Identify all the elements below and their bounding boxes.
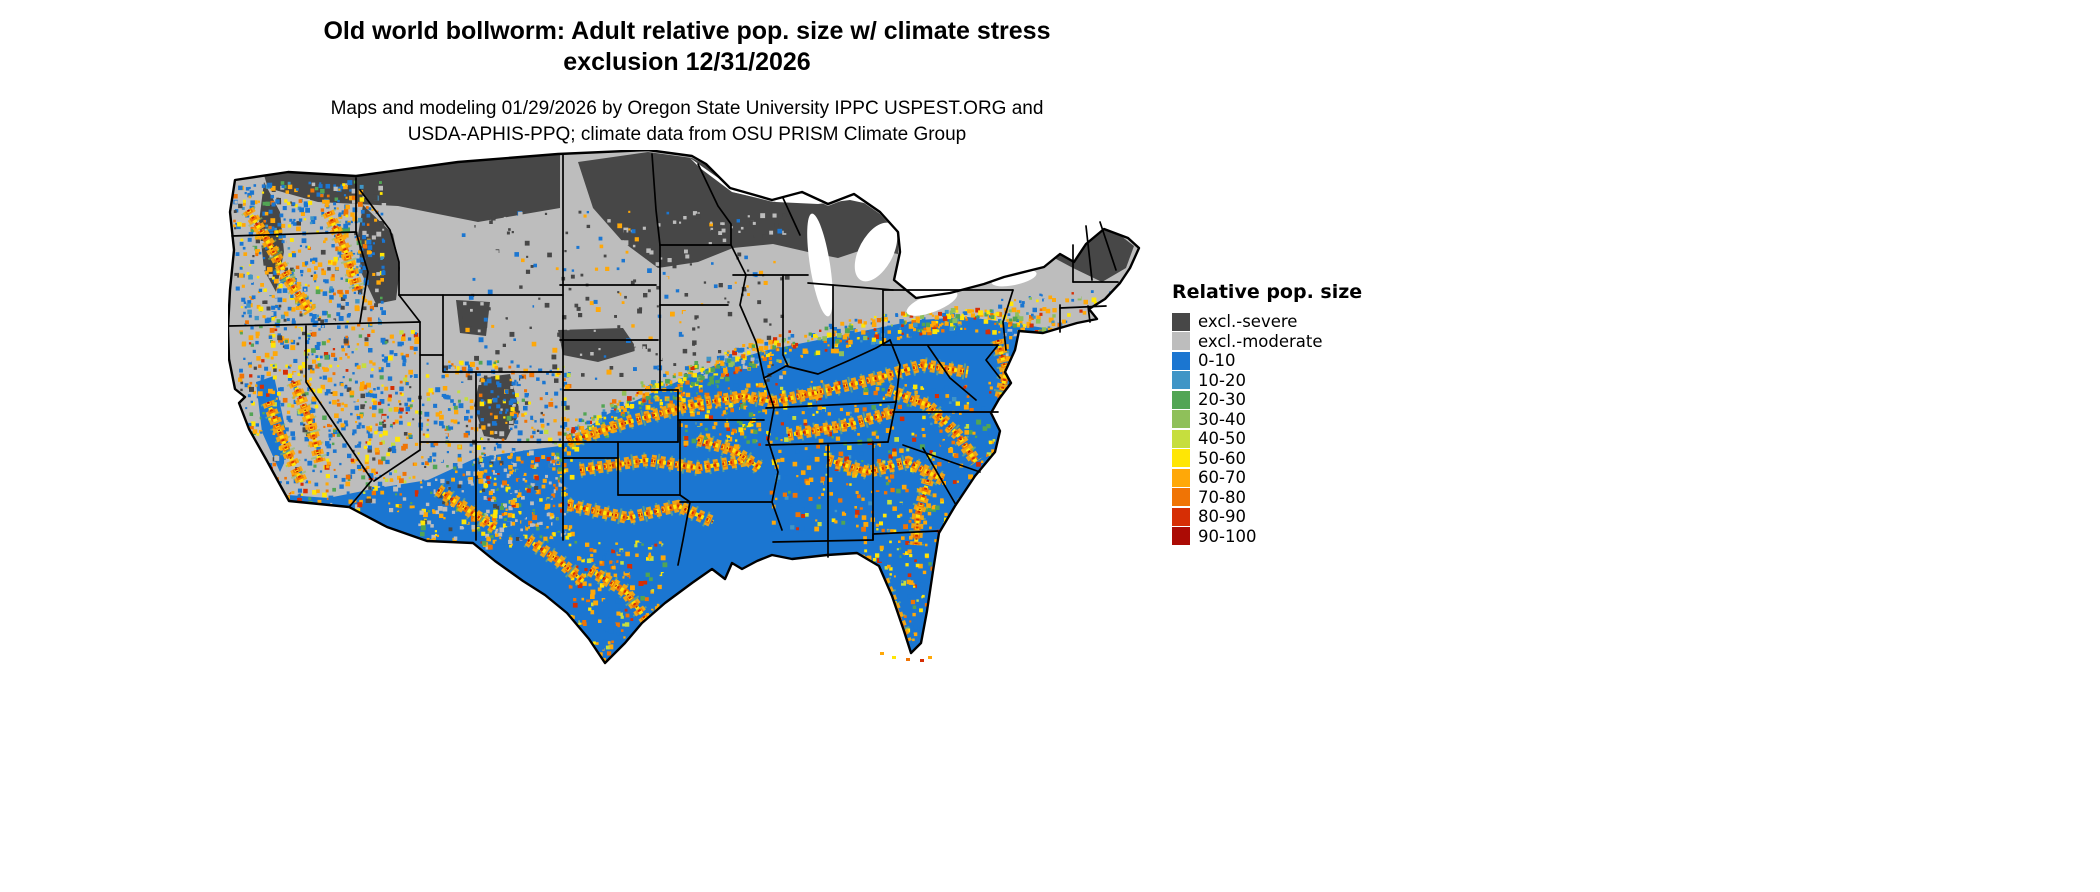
legend-item-label: 30-40 (1198, 409, 1246, 429)
legend-item-label: 10-20 (1198, 370, 1246, 390)
legend-panel: Relative pop. size excl.-severe excl.-mo… (1172, 281, 1362, 546)
legend-item-label: excl.-severe (1198, 312, 1298, 332)
us-map-svg (228, 150, 1141, 665)
map-title: Old world bollworm: Adult relative pop. … (0, 16, 1374, 78)
legend-items: excl.-severe excl.-moderate 0-10 10-20 2… (1172, 312, 1362, 546)
legend-item: 0-10 (1172, 351, 1362, 371)
map-subtitle: Maps and modeling 01/29/2026 by Oregon S… (0, 96, 1374, 148)
risk-streak-bands (241, 205, 1015, 645)
legend-item-label: 70-80 (1198, 487, 1246, 507)
legend-item-label: 80-90 (1198, 507, 1246, 527)
legend-swatch (1172, 527, 1190, 546)
legend-item: 10-20 (1172, 371, 1362, 391)
title-line-2: exclusion 12/31/2026 (563, 48, 811, 76)
legend-item-label: excl.-moderate (1198, 331, 1323, 351)
legend-item: 50-60 (1172, 449, 1362, 469)
legend-item: 60-70 (1172, 468, 1362, 488)
legend-swatch (1172, 351, 1190, 370)
legend-item: 40-50 (1172, 429, 1362, 449)
subtitle-line-1: Maps and modeling 01/29/2026 by Oregon S… (330, 98, 1044, 119)
state-borders (228, 153, 1119, 566)
legend-item-label: 90-100 (1198, 526, 1257, 546)
legend-item: 30-40 (1172, 410, 1362, 430)
legend-item-label: 40-50 (1198, 429, 1246, 449)
great-lakes (690, 158, 1037, 317)
legend-title: Relative pop. size (1172, 281, 1363, 303)
subtitle-line-2: USDA-APHIS-PPQ; climate data from OSU PR… (407, 124, 967, 145)
legend-swatch (1172, 488, 1190, 507)
legend-swatch (1172, 390, 1190, 409)
legend-item-label: 20-30 (1198, 390, 1246, 410)
legend-item: 70-80 (1172, 488, 1362, 508)
legend-item: 80-90 (1172, 507, 1362, 527)
legend-swatch (1172, 312, 1190, 331)
legend-swatch (1172, 410, 1190, 429)
legend-swatch (1172, 507, 1190, 526)
legend-swatch (1172, 332, 1190, 351)
title-line-1: Old world bollworm: Adult relative pop. … (323, 17, 1051, 45)
legend-item-label: 50-60 (1198, 448, 1246, 468)
legend-swatch (1172, 449, 1190, 468)
us-outline (228, 150, 1141, 665)
legend-item: 90-100 (1172, 527, 1362, 547)
legend-item: excl.-moderate (1172, 332, 1362, 352)
legend-item: excl.-severe (1172, 312, 1362, 332)
legend-item-label: 0-10 (1198, 351, 1236, 371)
legend-swatch (1172, 429, 1190, 448)
us-risk-map (228, 150, 1144, 670)
legend-item: 20-30 (1172, 390, 1362, 410)
legend-swatch (1172, 468, 1190, 487)
legend-item-label: 60-70 (1198, 468, 1246, 488)
florida-keys (880, 652, 932, 662)
legend-swatch (1172, 371, 1190, 390)
